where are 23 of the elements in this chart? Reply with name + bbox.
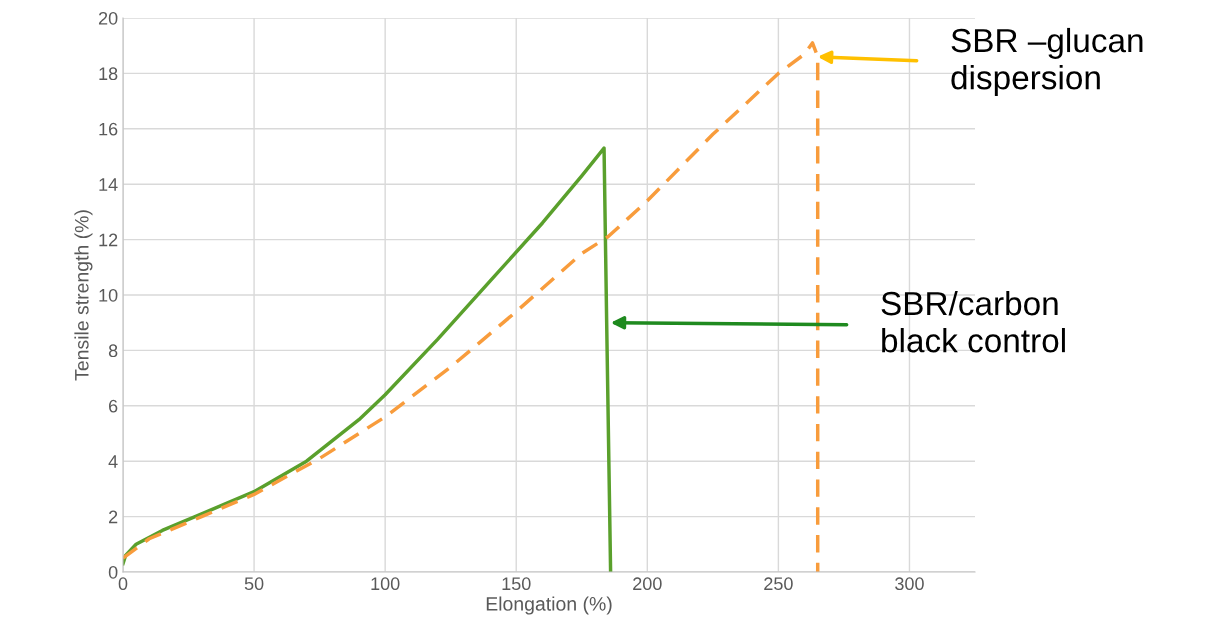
x-tick-label: 0 bbox=[118, 577, 128, 591]
annotation: SBR/carbon black control bbox=[881, 290, 1065, 353]
x-tick-label: 200 bbox=[633, 577, 662, 591]
y-tick-label: 16 bbox=[99, 122, 118, 136]
y-tick-label: 12 bbox=[99, 233, 118, 247]
y-tick-label: 6 bbox=[109, 399, 118, 413]
line-series bbox=[123, 146, 613, 572]
y-tick-label: 10 bbox=[99, 288, 118, 302]
x-tick-label: 250 bbox=[764, 577, 793, 591]
x-tick-label: 50 bbox=[244, 577, 264, 591]
x-tick-label: 100 bbox=[371, 577, 400, 591]
y-tick-label: 4 bbox=[108, 455, 118, 468]
y-tick-label: 2 bbox=[109, 510, 118, 524]
y-axis-title: Tensile strength (%) bbox=[74, 210, 93, 381]
y-tick-label: 14 bbox=[99, 178, 118, 191]
annotation: SBR –glucan dispersion bbox=[951, 27, 1143, 97]
x-axis-title: Elongation (%) bbox=[486, 596, 612, 615]
y-tick-label: 20 bbox=[98, 11, 118, 25]
x-tick-label: 300 bbox=[895, 577, 924, 591]
x-tick-label: 150 bbox=[502, 577, 531, 591]
y-tick-label: 8 bbox=[108, 344, 118, 358]
y-tick-label: 18 bbox=[99, 67, 118, 81]
y-tick-label: 0 bbox=[108, 565, 118, 579]
